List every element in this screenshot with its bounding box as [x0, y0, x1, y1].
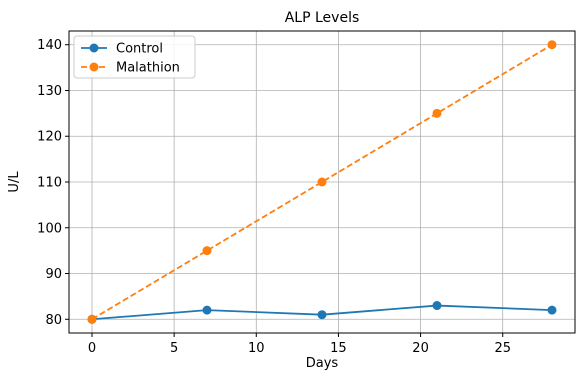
- y-tick-label: 130: [37, 84, 62, 99]
- malathion-point: [87, 314, 97, 324]
- x-tick-label: 15: [330, 341, 347, 356]
- control-point: [432, 301, 442, 311]
- legend-control-marker: [89, 43, 99, 53]
- y-tick-label: 120: [37, 130, 62, 145]
- legend-malathion-label: Malathion: [116, 61, 180, 76]
- x-tick-label: 10: [248, 341, 265, 356]
- y-axis-label: U/L: [7, 171, 22, 193]
- malathion-point: [547, 40, 557, 50]
- control-point: [202, 305, 212, 315]
- x-tick-label: 20: [412, 341, 429, 356]
- legend: Control Malathion: [73, 35, 196, 79]
- malathion-point: [432, 108, 442, 118]
- y-tick-label: 140: [37, 38, 62, 53]
- legend-control-label: Control: [116, 42, 163, 57]
- x-tick-label: 0: [88, 341, 96, 356]
- malathion-point: [202, 246, 212, 256]
- y-tick-label: 80: [45, 313, 62, 328]
- x-axis-label: Days: [306, 356, 339, 371]
- control-point: [317, 310, 327, 320]
- malathion-point: [317, 177, 327, 187]
- y-tick-label: 100: [37, 221, 62, 236]
- axes: 0 5 10 15 20 25 80 90 100 110 120 130 140: [37, 30, 576, 356]
- chart-title: ALP Levels: [285, 10, 360, 26]
- malathion-series-line: [91, 43, 553, 321]
- y-tick-label: 110: [37, 176, 62, 191]
- y-tick-label: 90: [45, 267, 62, 282]
- x-tick-label: 25: [494, 341, 511, 356]
- x-tick-label: 5: [170, 341, 178, 356]
- legend-malathion-marker: [89, 62, 99, 72]
- series-layer: [87, 40, 557, 324]
- control-point: [547, 305, 557, 315]
